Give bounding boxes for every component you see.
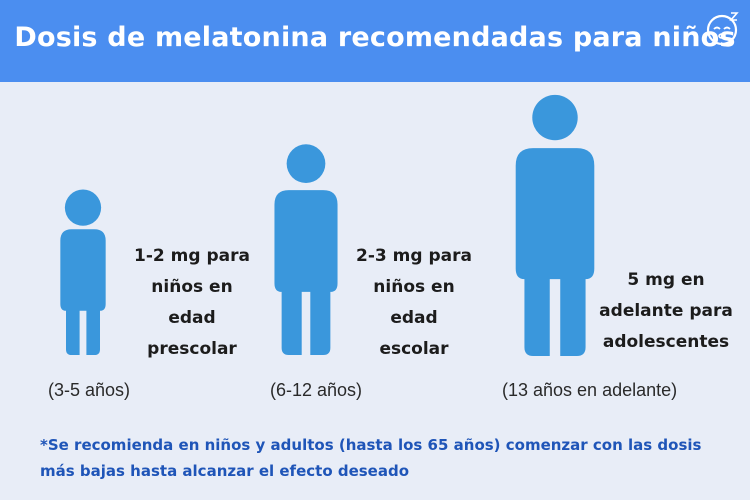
adolescent-figure: [500, 94, 610, 356]
age-range-adolescent: (13 años en adelante): [502, 380, 678, 400]
dose-label-school: 2-3 mg para niños en edad escolar: [356, 246, 472, 359]
person-icon: [515, 94, 595, 356]
child-figure-medium: [259, 140, 353, 355]
child-figure-small: [48, 185, 118, 355]
age-range-school: (6-12 años): [270, 380, 363, 400]
sleeping-face-icon: [706, 12, 739, 46]
person-icon: [60, 189, 106, 355]
page-title: Dosis de melatonina recomendadas para ni…: [14, 22, 736, 53]
header-banner: Dosis de melatonina recomendadas para ni…: [0, 0, 750, 82]
dose-label-adolescent: 5 mg en adelante para adolescentes: [599, 270, 733, 352]
person-icon: [274, 144, 338, 355]
age-range-preschool: (3-5 años): [48, 380, 131, 400]
dose-label-preschool: 1-2 mg para niños en edad prescolar: [134, 246, 250, 359]
footnote: *Se recomienda en niños y adultos (hasta…: [40, 436, 702, 480]
